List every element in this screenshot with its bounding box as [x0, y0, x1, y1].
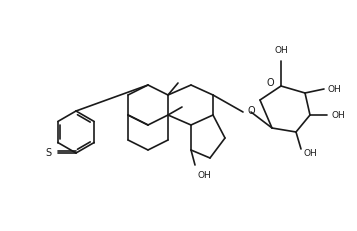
Text: O: O [247, 106, 255, 116]
Text: OH: OH [328, 85, 342, 94]
Text: OH: OH [198, 171, 212, 180]
Text: O: O [267, 78, 274, 88]
Text: S: S [45, 148, 51, 158]
Text: OH: OH [274, 46, 288, 55]
Text: OH: OH [331, 110, 345, 119]
Text: OH: OH [304, 149, 318, 158]
